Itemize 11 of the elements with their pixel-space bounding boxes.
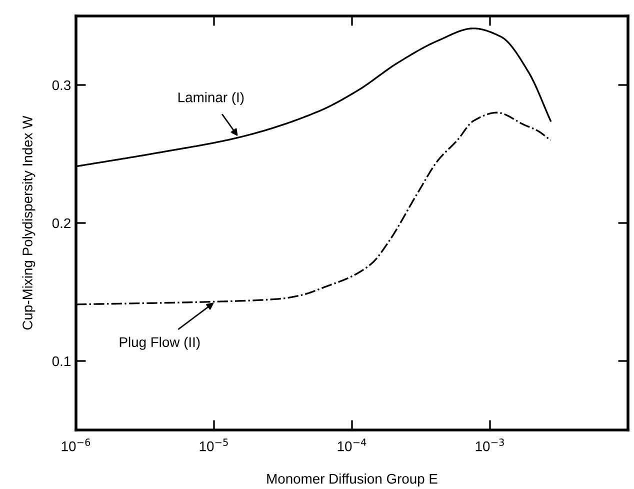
x-tick-label: 10$^{−5}$	[200, 438, 228, 452]
annotation: Laminar (I)	[178, 92, 244, 106]
x-tick-label: 10$^{−3}$	[476, 438, 504, 452]
y-tick-label: 0.2	[52, 218, 70, 228]
y-tick-label: 0.1	[52, 356, 70, 366]
y-tick-label: 0.3	[52, 80, 71, 90]
y-axis-title: Cup-Mixing Polydispersity Index W	[22, 116, 36, 330]
x-tick-label: 10$^{−4}$	[338, 438, 366, 452]
x-tick-label: 10$^{−6}$	[62, 438, 90, 452]
x-axis-title: Monomer Diffusion Group E	[267, 474, 438, 486]
annotation: Plug Flow (II)	[120, 336, 200, 350]
